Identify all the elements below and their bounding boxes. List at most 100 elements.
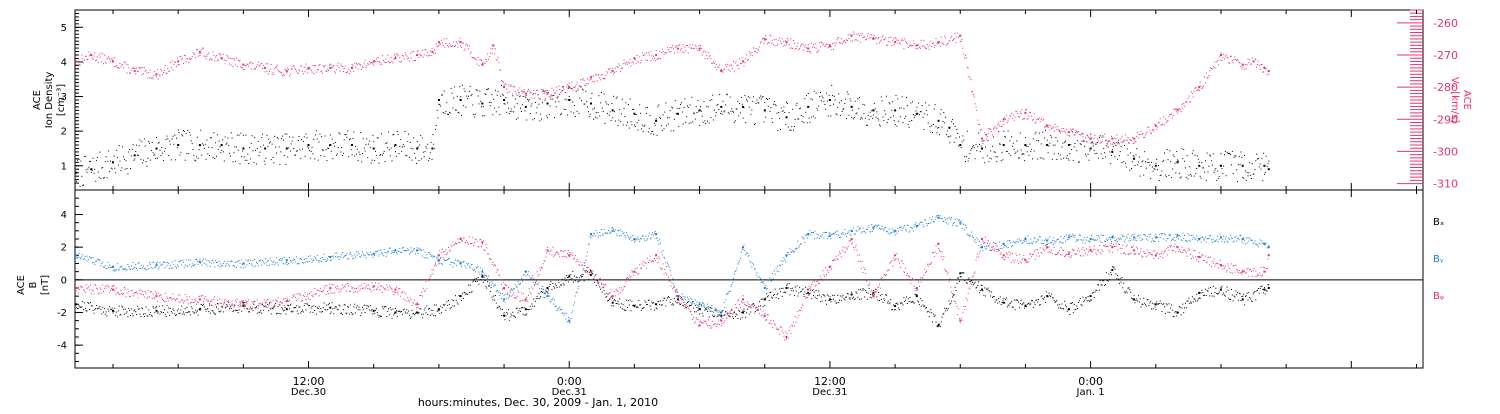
velocity-series-point	[1122, 136, 1123, 137]
bx-series-point	[417, 312, 418, 313]
by-series-point	[273, 261, 274, 262]
density-series-point	[149, 143, 150, 144]
velocity-series-point	[562, 87, 563, 88]
density-series-point	[526, 120, 527, 121]
bx-series-point	[540, 296, 541, 297]
bx-series-point	[314, 310, 315, 311]
by-series-point	[167, 265, 168, 266]
bx-series-point	[667, 297, 668, 298]
velocity-series-point	[632, 61, 633, 62]
bx-series-point	[418, 313, 419, 314]
velocity-series-point	[713, 61, 714, 62]
density-series-point	[761, 99, 762, 100]
bx-series-point	[211, 305, 212, 306]
velocity-series-point	[416, 55, 417, 56]
density-series-point	[193, 155, 194, 156]
bx-series-point	[1200, 298, 1201, 299]
density-series-point	[244, 156, 245, 157]
density-series-point	[1079, 162, 1080, 163]
by-series-point	[377, 251, 378, 252]
velocity-series-point	[732, 68, 733, 69]
bx-series-point	[219, 311, 220, 312]
velocity-series-point	[700, 45, 701, 46]
density-series-point	[1222, 173, 1223, 174]
density-series-point	[150, 160, 151, 161]
bx-series-point	[1189, 303, 1190, 304]
velocity-tick-label: -270	[1433, 49, 1458, 62]
density-series-point	[654, 123, 655, 124]
velocity-series-point	[797, 46, 798, 47]
density-series-point	[116, 150, 117, 151]
velocity-series-point	[1207, 78, 1208, 79]
velocity-series-point	[856, 39, 857, 40]
bx-series-point	[635, 305, 636, 306]
velocity-series-point	[1106, 140, 1107, 141]
velocity-series-point	[661, 52, 662, 53]
velocity-series-point	[159, 74, 160, 75]
density-series-point	[307, 146, 308, 147]
velocity-series-point	[1254, 58, 1255, 59]
bx-series-point	[1097, 284, 1098, 285]
bx-series-point	[943, 313, 944, 314]
density-series-point	[860, 119, 861, 120]
by-series-point	[249, 263, 250, 264]
bx-series-point	[1260, 288, 1261, 289]
bx-series-point	[1192, 296, 1193, 297]
density-series-point	[759, 97, 760, 98]
density-series-point	[837, 107, 838, 108]
density-series-point	[686, 116, 687, 117]
velocity-series-point	[491, 48, 492, 49]
bx-series-point	[1028, 303, 1029, 304]
velocity-series-point	[405, 52, 406, 53]
density-series-point	[191, 140, 192, 141]
bx-series-point	[1138, 295, 1139, 296]
velocity-series-point	[834, 43, 835, 44]
velocity-series-point	[1163, 116, 1164, 117]
velocity-series-point	[943, 43, 944, 44]
density-series-point	[123, 156, 124, 157]
density-series-point	[680, 104, 681, 105]
density-series-point	[851, 106, 853, 108]
bx-series-point	[787, 284, 788, 285]
velocity-series-point	[762, 39, 763, 40]
velocity-series-point	[595, 74, 596, 75]
bx-series-point	[246, 308, 247, 309]
density-series-point	[378, 137, 379, 138]
velocity-series-point	[170, 62, 171, 63]
velocity-series-point	[518, 90, 519, 91]
density-series-point	[346, 137, 347, 138]
by-series-point	[408, 250, 409, 251]
bx-series-point	[864, 296, 865, 297]
velocity-series-point	[271, 64, 272, 65]
density-series-point	[1221, 168, 1222, 169]
velocity-series-point	[636, 63, 637, 64]
velocity-series-point	[697, 50, 698, 51]
density-series-point	[447, 114, 448, 115]
density-series-point	[836, 113, 837, 114]
bx-series-point	[553, 286, 554, 287]
bx-series-point	[78, 308, 79, 309]
velocity-series-point	[984, 132, 985, 133]
velocity-series-point	[410, 53, 411, 54]
by-series-point	[102, 262, 103, 263]
velocity-series-point	[1191, 91, 1192, 92]
bx-series-point	[796, 291, 797, 292]
bx-series-point	[543, 289, 544, 290]
bx-series-point	[513, 316, 514, 317]
velocity-series-point	[90, 54, 91, 55]
by-series-point	[172, 262, 173, 263]
velocity-series-point	[226, 60, 227, 61]
velocity-series-point	[950, 38, 951, 39]
bx-series-point	[999, 301, 1000, 302]
velocity-series-point	[104, 55, 105, 56]
bx-series-point	[1155, 306, 1156, 307]
by-series-point	[344, 256, 345, 257]
bx-series-point	[94, 313, 95, 314]
bx-series-point	[856, 292, 857, 293]
density-series-point	[561, 113, 562, 114]
velocity-series-point	[687, 45, 688, 46]
by-series-point	[210, 266, 211, 267]
density-series-point	[187, 130, 188, 131]
velocity-series-point	[936, 43, 937, 44]
velocity-series-point	[586, 83, 587, 84]
